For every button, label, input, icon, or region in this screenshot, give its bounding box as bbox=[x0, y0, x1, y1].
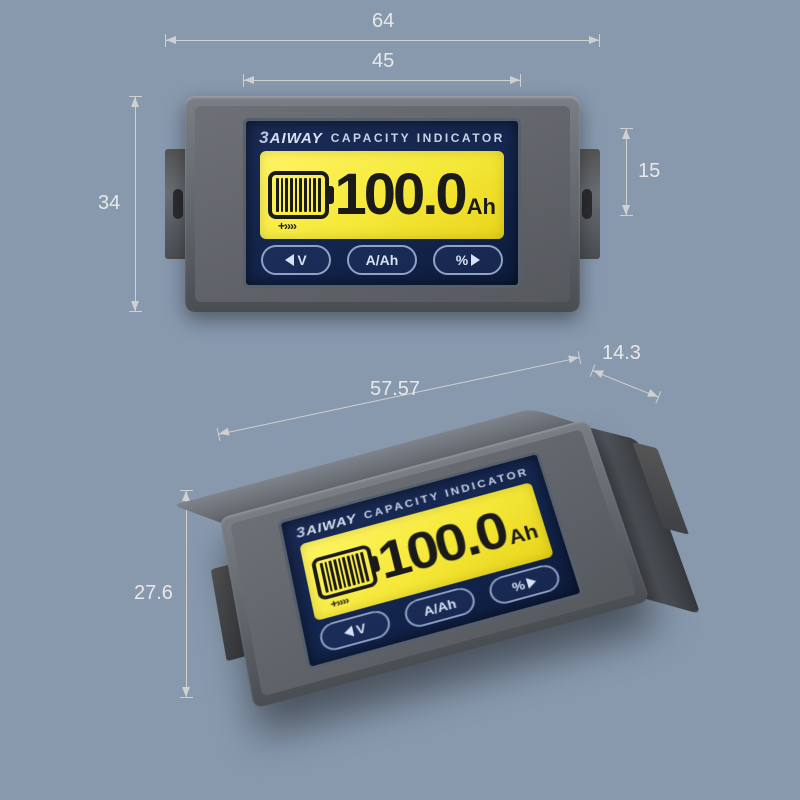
dim-persp-depth: 14.3 bbox=[602, 342, 641, 365]
device-perspective-view: 3AIWAY CAPACITY INDICATOR 100.0Ah +›››› … bbox=[210, 410, 650, 750]
dim-screen-height: 15 bbox=[638, 160, 660, 183]
button-row: V A/Ah % bbox=[246, 245, 518, 275]
panel-subtitle: CAPACITY INDICATOR bbox=[331, 131, 505, 145]
device-front-view: 3AIWAY CAPACITY INDICATOR 100.0Ah +›››› … bbox=[185, 96, 580, 312]
percent-button[interactable]: % bbox=[433, 245, 503, 275]
charging-icon: +›››› bbox=[278, 219, 296, 233]
lcd-readout: 100.0Ah bbox=[335, 166, 496, 224]
brand-logo: 3AIWAY bbox=[259, 128, 323, 148]
chevron-left-icon bbox=[343, 625, 354, 638]
battery-icon bbox=[311, 544, 379, 601]
chevron-right-icon bbox=[471, 254, 480, 266]
dim-persp-height: 27.6 bbox=[134, 582, 173, 605]
charging-icon: +›››› bbox=[329, 594, 349, 611]
mode-button[interactable]: A/Ah bbox=[402, 585, 478, 631]
front-panel: 3AIWAY CAPACITY INDICATOR 100.0Ah +›››› … bbox=[243, 118, 521, 288]
dim-outer-width: 64 bbox=[372, 10, 394, 33]
dim-persp-width: 57.57 bbox=[370, 378, 420, 401]
mode-button[interactable]: A/Ah bbox=[347, 245, 417, 275]
battery-icon bbox=[268, 171, 329, 219]
dim-inner-width: 45 bbox=[372, 50, 394, 73]
percent-button[interactable]: % bbox=[486, 562, 563, 607]
voltage-button[interactable]: V bbox=[261, 245, 331, 275]
chevron-left-icon bbox=[285, 254, 294, 266]
dim-outer-height: 34 bbox=[98, 192, 120, 215]
lcd-display: 100.0Ah +›››› bbox=[260, 151, 504, 239]
